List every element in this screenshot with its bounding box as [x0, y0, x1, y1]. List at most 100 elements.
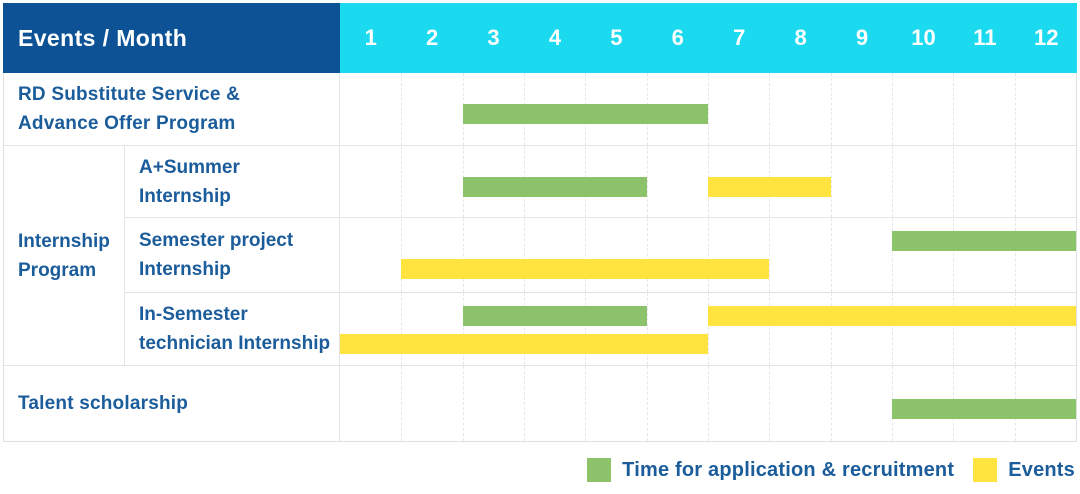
- timeline-cell-semester-project-internship: [340, 218, 1076, 292]
- month-gridline: [646, 293, 648, 365]
- group-label-internship-program: Internship Program: [4, 146, 125, 365]
- row-rd-substitute-service: RD Substitute Service & Advance Offer Pr…: [4, 73, 1076, 146]
- month-gridline: [1014, 293, 1016, 365]
- month-gridline: [462, 366, 464, 441]
- month-label: 9: [855, 25, 869, 50]
- header-row: Events / Month 1 2 3 4 5 6 7 8 9 10 11 12: [3, 3, 1077, 73]
- timeline-cell-a-plus-summer-internship: [340, 146, 1076, 217]
- gantt-bar-application: [462, 176, 647, 197]
- month-gridline: [1014, 146, 1016, 217]
- month-gridline: [769, 293, 771, 365]
- row-in-semester-technician-internship: In-Semester technician Internship: [125, 293, 1076, 365]
- row-label-line: Talent scholarship: [18, 393, 189, 414]
- month-gridline: [462, 293, 464, 365]
- gantt-table: Events / Month 1 2 3 4 5 6 7 8 9 10 11 12 RD Substi…: [3, 3, 1077, 442]
- month-gridline: [769, 366, 771, 441]
- month-gridline: [769, 73, 771, 145]
- row-label-line: A+Summer: [139, 156, 240, 178]
- month-gridline: [769, 218, 771, 292]
- row-label-line: Advance Offer Program: [18, 113, 236, 134]
- month-gridline: [1014, 218, 1016, 292]
- month-gridline: [401, 218, 403, 292]
- events-legend-swatch: [973, 458, 998, 482]
- month-label: 7: [733, 25, 746, 50]
- month-gridline: [585, 366, 587, 441]
- month-gridline: [524, 218, 525, 292]
- month-gridline: [953, 73, 955, 145]
- month-label: 11: [973, 25, 997, 50]
- month-label: 2: [425, 25, 439, 50]
- gantt-bar-event: [708, 306, 1076, 326]
- month-label: 1: [364, 25, 377, 50]
- group-label-line: Internship: [18, 230, 110, 252]
- month-label: 12: [1034, 25, 1059, 50]
- month-gridline: [708, 73, 709, 145]
- gantt-bar-event: [401, 259, 770, 279]
- gantt-bar-event: [708, 176, 831, 197]
- month-gridline: [830, 293, 832, 365]
- row-semester-project-internship: Semester project Internship: [125, 218, 1076, 293]
- month-gridline: [1014, 73, 1016, 145]
- row-label-talent-scholarship: Talent scholarship: [4, 366, 340, 441]
- row-label-line: In-Semester: [139, 304, 248, 325]
- month-gridline: [401, 146, 403, 217]
- legend: Time for application & recruitment Event…: [587, 456, 1075, 484]
- month-gridline: [401, 366, 403, 441]
- month-gridline: [830, 218, 832, 292]
- month-label: 10: [911, 25, 936, 50]
- gantt-bar-application: [892, 398, 1076, 419]
- gantt-bar-application: [892, 231, 1076, 251]
- row-label-semester-project-internship: Semester project Internship: [125, 218, 340, 292]
- month-gridline: [646, 218, 648, 292]
- month-gridline: [462, 218, 464, 292]
- row-label-rd-substitute-service: RD Substitute Service & Advance Offer Pr…: [4, 73, 340, 145]
- row-label-a-plus-summer-internship: A+Summer Internship: [125, 146, 340, 217]
- row-group-internship-program: Internship Program A+Summer Internship S…: [4, 146, 1076, 366]
- month-gridline: [401, 293, 403, 365]
- month-gridline: [708, 366, 709, 441]
- row-a-plus-summer-internship: A+Summer Internship: [125, 146, 1076, 218]
- month-header: 1 2 3 4 5 6 7 8 9 10 11 12: [340, 3, 1077, 73]
- month-label: 3: [487, 25, 500, 50]
- month-gridline: [892, 146, 893, 217]
- month-gridline: [524, 366, 525, 441]
- month-gridline: [708, 218, 709, 292]
- events-legend-label: Events: [1008, 458, 1075, 481]
- month-label: 4: [548, 25, 562, 50]
- month-gridline: [953, 146, 955, 217]
- month-gridline: [585, 293, 587, 365]
- row-label-in-semester-technician-internship: In-Semester technician Internship: [125, 293, 340, 365]
- month-label: 6: [671, 25, 684, 50]
- month-gridline: [892, 73, 893, 145]
- month-gridline: [524, 293, 525, 365]
- month-gridline: [953, 293, 955, 365]
- month-gridline: [585, 218, 587, 292]
- month-gridline: [708, 293, 709, 365]
- gantt-bar-application: [462, 306, 647, 326]
- group-label-line: Program: [18, 259, 97, 281]
- timeline-cell-talent-scholarship: [340, 366, 1076, 441]
- application-legend-swatch: [587, 458, 612, 482]
- month-label: 5: [610, 25, 623, 50]
- group-subrows: A+Summer Internship Semester project Int…: [125, 146, 1076, 365]
- month-gridline: [646, 366, 648, 441]
- row-label-line: technician Internship: [139, 333, 331, 354]
- month-gridline: [892, 218, 893, 292]
- timeline-cell-in-semester-technician-internship: [340, 293, 1076, 365]
- row-talent-scholarship: Talent scholarship: [4, 366, 1076, 441]
- row-label-line: Semester project: [139, 230, 294, 251]
- gantt-bar-application: [462, 104, 708, 124]
- row-label-line: Internship: [139, 185, 231, 207]
- month-gridline: [892, 293, 893, 365]
- month-gridline: [953, 218, 955, 292]
- month-gridline: [830, 146, 832, 217]
- month-gridline: [830, 73, 832, 145]
- month-gridline: [646, 146, 648, 217]
- gantt-bar-event: [340, 334, 708, 354]
- month-label: 8: [794, 25, 807, 50]
- application-legend-label: Time for application & recruitment: [622, 458, 955, 481]
- row-label-line: Internship: [139, 259, 231, 280]
- events-month-header: Events / Month: [3, 3, 340, 73]
- month-gridline: [830, 366, 832, 441]
